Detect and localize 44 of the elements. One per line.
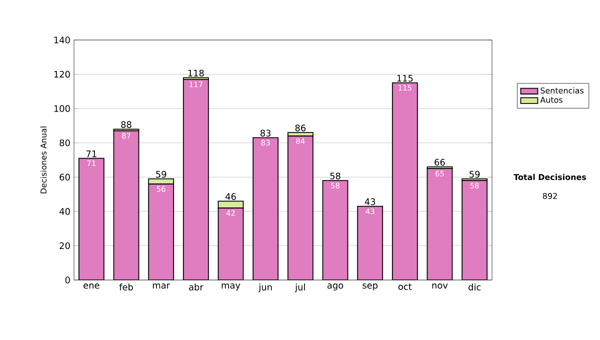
y-tick-label: 80	[60, 139, 70, 146]
x-tick-label: may	[222, 284, 240, 290]
x-tick-label: nov	[432, 284, 448, 289]
y-tick-label: 120	[54, 70, 70, 78]
x-tick-label: mar	[152, 284, 170, 289]
y-tick-label: 60	[60, 174, 70, 181]
total-label: 118	[188, 70, 204, 77]
x-tick-label: ago	[327, 284, 344, 290]
total-label: 66	[434, 158, 445, 166]
y-tick-label: 140	[54, 36, 70, 44]
bar	[114, 130, 139, 280]
bar	[218, 208, 244, 280]
total-label: 59	[156, 170, 166, 178]
y-tick-label: 20	[60, 242, 70, 250]
bar	[288, 136, 313, 280]
total-label: 86	[295, 124, 306, 132]
bar	[462, 180, 488, 280]
bar	[148, 184, 174, 280]
total-label: 58	[330, 172, 340, 180]
x-tick-label: ene	[84, 284, 100, 289]
y-tick-label: 100	[54, 105, 70, 112]
y-tick-label: 0	[65, 276, 70, 284]
y-tick-label: 40	[60, 208, 70, 215]
total-label: 88	[121, 121, 132, 128]
x-tick-label: jul	[294, 284, 305, 292]
x-tick-label: jun	[258, 284, 272, 292]
bar	[253, 138, 278, 280]
total-label: 46	[225, 193, 236, 200]
bar	[427, 168, 452, 280]
bar	[322, 180, 348, 280]
bar	[183, 79, 208, 280]
total-label: 115	[397, 75, 413, 82]
x-tick-label: abr	[189, 284, 204, 290]
x-tick-label: sep	[362, 284, 378, 290]
bar	[392, 82, 418, 280]
total-label: 83	[260, 130, 271, 137]
bar	[358, 206, 383, 280]
total-label: 71	[86, 150, 96, 158]
x-tick-label: oct	[398, 284, 412, 290]
total-label: 59	[470, 170, 480, 178]
x-tick-label: dic	[468, 284, 481, 290]
x-tick-label: feb	[119, 284, 133, 290]
bar	[78, 158, 104, 280]
total-label: 43	[364, 198, 376, 206]
